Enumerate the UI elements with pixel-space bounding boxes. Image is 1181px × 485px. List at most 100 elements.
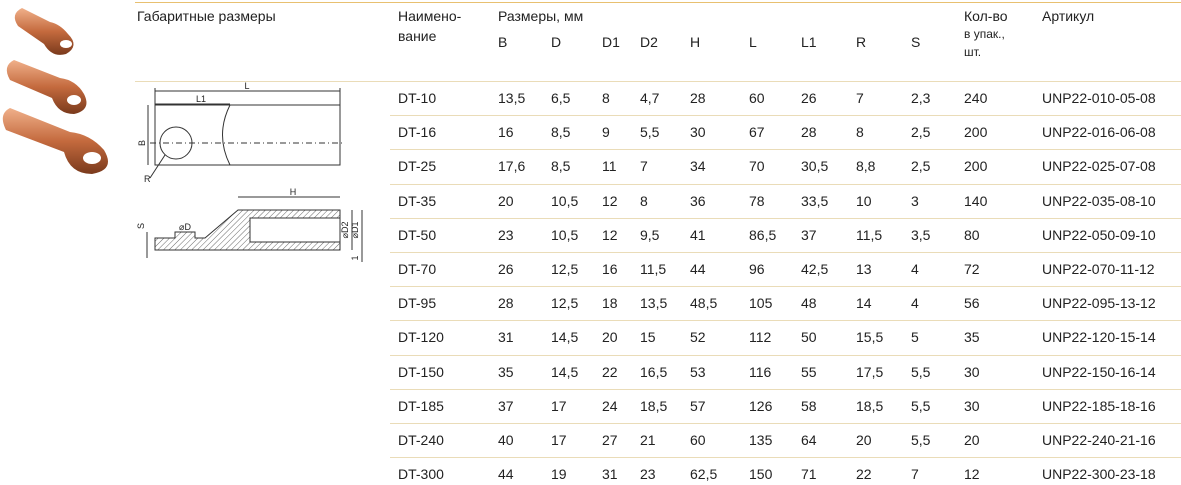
table-cell: 44 — [690, 261, 706, 277]
table-cell: 2,5 — [911, 158, 930, 174]
table-cell: 150 — [749, 466, 772, 482]
table-cell: 62,5 — [690, 466, 717, 482]
table-cell: 18,5 — [640, 398, 667, 414]
header-cell: Кол-во — [964, 8, 1008, 24]
table-cell: 53 — [690, 364, 706, 380]
table-cell: 10,5 — [551, 227, 578, 243]
table-cell: 33,5 — [801, 193, 828, 209]
table-cell: UNP22-150-16-14 — [1042, 364, 1156, 380]
table-cell: DT-25 — [398, 158, 436, 174]
table-cell: 71 — [801, 466, 817, 482]
table-cell: 240 — [964, 90, 987, 106]
table-cell: 26 — [801, 90, 817, 106]
table-cell: 31 — [498, 329, 514, 345]
dim-label: L1 — [196, 94, 206, 104]
table-cell: 78 — [749, 193, 765, 209]
separator — [135, 2, 1181, 3]
table-cell: 12 — [602, 227, 618, 243]
table-cell: 12,5 — [551, 261, 578, 277]
table-cell: 30 — [964, 364, 980, 380]
header-cell: шт. — [964, 44, 981, 60]
table-cell: 96 — [749, 261, 765, 277]
table-cell: DT-16 — [398, 124, 436, 140]
header-cell: Размеры, мм — [498, 8, 583, 24]
separator — [390, 218, 1181, 219]
header-cell: Габаритные размеры — [137, 8, 276, 24]
dim-label: L — [244, 81, 249, 91]
table-cell: 3 — [911, 193, 919, 209]
table-cell: 35 — [964, 329, 980, 345]
table-cell: 20 — [498, 193, 514, 209]
table-cell: 13,5 — [498, 90, 525, 106]
table-cell: 24 — [602, 398, 618, 414]
table-cell: 48 — [801, 295, 817, 311]
table-cell: 37 — [801, 227, 817, 243]
table-cell: 14,5 — [551, 329, 578, 345]
table-cell: 200 — [964, 124, 987, 140]
table-cell: 27 — [602, 432, 618, 448]
table-cell: 58 — [801, 398, 817, 414]
table-cell: 6,5 — [551, 90, 570, 106]
dim-label: R — [144, 174, 151, 184]
table-cell: 60 — [749, 90, 765, 106]
table-cell: UNP22-120-15-14 — [1042, 329, 1156, 345]
table-cell: UNP22-240-21-16 — [1042, 432, 1156, 448]
table-cell: 17 — [551, 398, 567, 414]
table-cell: 34 — [690, 158, 706, 174]
table-cell: 56 — [964, 295, 980, 311]
separator — [390, 457, 1181, 458]
table-cell: 30,5 — [801, 158, 828, 174]
table-cell: 8,8 — [856, 158, 875, 174]
table-cell: 26 — [498, 261, 514, 277]
illustrations: L L1 B R H S ⌀D ⌀D2 ⌀D1 1 — [0, 0, 390, 485]
table-cell: 20 — [964, 432, 980, 448]
table-cell: 18 — [602, 295, 618, 311]
table-cell: 72 — [964, 261, 980, 277]
table-cell: 16 — [602, 261, 618, 277]
table-cell: 116 — [749, 364, 771, 380]
table-cell: 105 — [749, 295, 772, 311]
table-cell: 140 — [964, 193, 987, 209]
dim-label: S — [136, 223, 146, 229]
table-cell: 23 — [640, 466, 656, 482]
separator — [390, 115, 1181, 116]
column-header: L — [749, 34, 757, 50]
table-cell: 11 — [602, 158, 617, 174]
table-cell: 200 — [964, 158, 987, 174]
table-cell: 21 — [640, 432, 656, 448]
table-cell: 5,5 — [911, 432, 930, 448]
table-cell: UNP22-095-13-12 — [1042, 295, 1156, 311]
table-cell: DT-240 — [398, 432, 444, 448]
table-cell: 13,5 — [640, 295, 667, 311]
table-cell: 8 — [856, 124, 864, 140]
table-cell: 28 — [801, 124, 817, 140]
header-cell: Наимено- — [398, 8, 461, 24]
table-cell: 20 — [602, 329, 618, 345]
table-cell: DT-120 — [398, 329, 444, 345]
separator — [390, 320, 1181, 321]
table-cell: 13 — [856, 261, 872, 277]
table-cell: 4,7 — [640, 90, 659, 106]
table-cell: 15 — [640, 329, 656, 345]
table-cell: 57 — [690, 398, 706, 414]
table-cell: 3,5 — [911, 227, 930, 243]
separator — [390, 355, 1181, 356]
table-cell: 11,5 — [856, 227, 882, 243]
table-cell: 67 — [749, 124, 765, 140]
table-cell: UNP22-016-06-08 — [1042, 124, 1156, 140]
table-cell: 16,5 — [640, 364, 667, 380]
table-cell: 8,5 — [551, 158, 570, 174]
dim-label: ⌀D — [179, 222, 191, 232]
table-cell: 86,5 — [749, 227, 776, 243]
table-cell: 7 — [911, 466, 919, 482]
table-cell: 37 — [498, 398, 514, 414]
table-cell: 35 — [498, 364, 514, 380]
table-cell: UNP22-035-08-10 — [1042, 193, 1156, 209]
table-cell: 44 — [498, 466, 514, 482]
table-cell: 22 — [856, 466, 872, 482]
table-cell: UNP22-010-05-08 — [1042, 90, 1156, 106]
column-header: L1 — [801, 34, 817, 50]
table-cell: 14,5 — [551, 364, 578, 380]
table-cell: 2,3 — [911, 90, 930, 106]
table-cell: 4 — [911, 295, 919, 311]
